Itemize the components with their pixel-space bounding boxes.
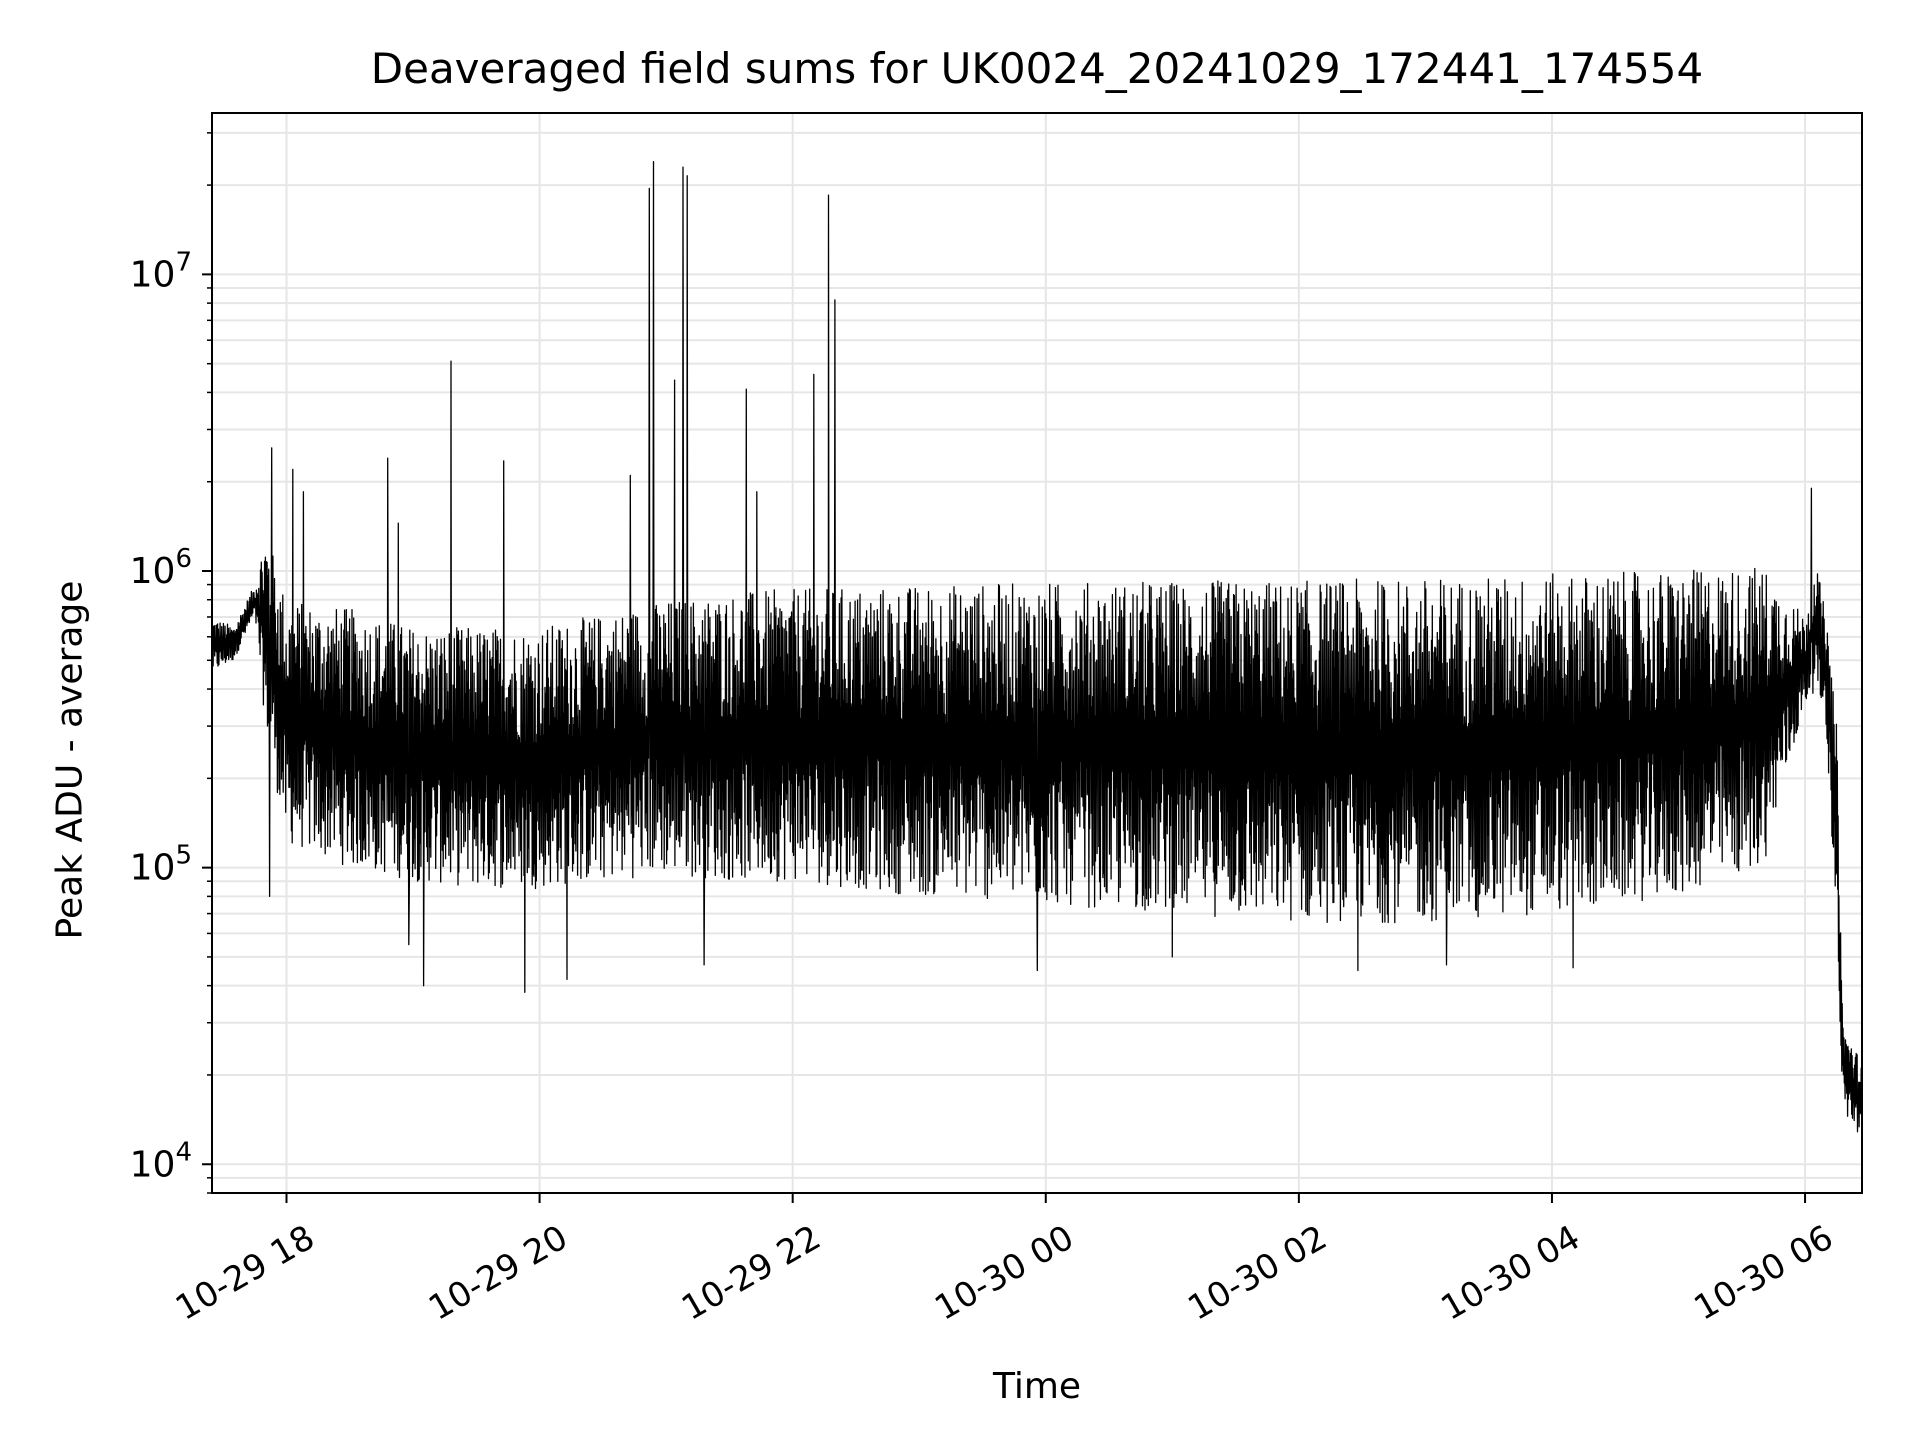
chart-title: Deaveraged field sums for UK0024_2024102… bbox=[370, 44, 1704, 93]
y-axis-label: Peak ADU - average bbox=[49, 580, 91, 940]
x-tick-label: 10-29 20 bbox=[422, 1218, 574, 1329]
x-tick-label: 10-30 00 bbox=[928, 1218, 1080, 1329]
y-tick-label: 106 bbox=[130, 544, 192, 592]
plot-frame bbox=[211, 112, 1863, 1194]
x-tick-label: 10-30 04 bbox=[1434, 1218, 1586, 1329]
x-tick-label: 10-29 18 bbox=[169, 1218, 321, 1329]
x-tick-label: 10-30 02 bbox=[1181, 1218, 1333, 1329]
x-tick-label: 10-30 06 bbox=[1688, 1218, 1840, 1329]
y-tick-label: 104 bbox=[130, 1137, 192, 1185]
data-series-line bbox=[212, 160, 1863, 1133]
x-axis-label: Time bbox=[992, 1366, 1082, 1407]
y-tick-label: 105 bbox=[130, 841, 192, 889]
x-tick-label: 10-29 22 bbox=[675, 1218, 827, 1329]
y-tick-label: 107 bbox=[130, 247, 192, 295]
